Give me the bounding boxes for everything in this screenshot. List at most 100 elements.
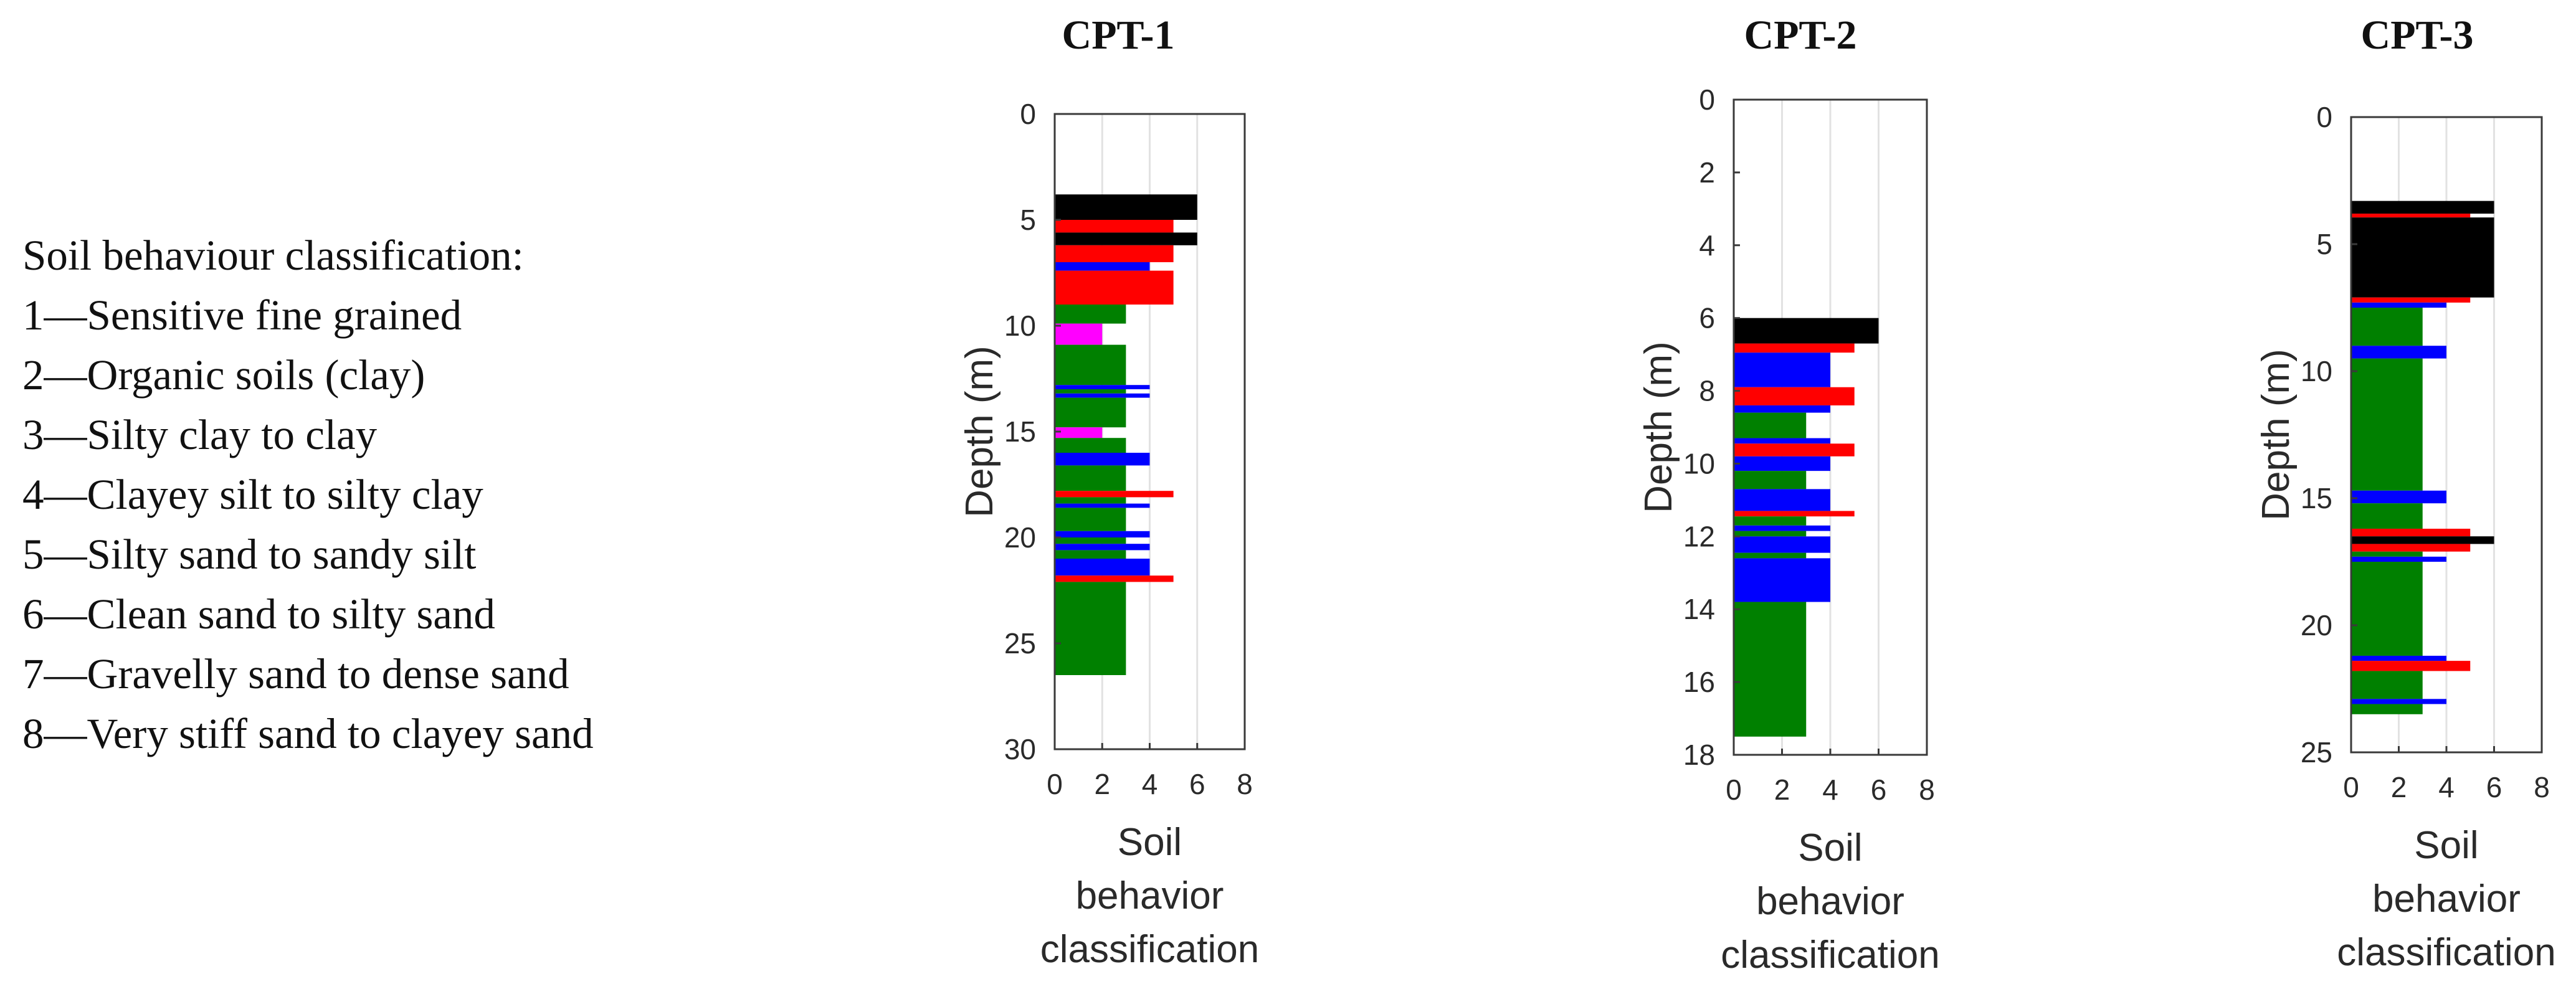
x-tick-label: 4 xyxy=(1142,768,1158,800)
depth-layer-bar xyxy=(1734,387,1855,405)
x-axis-label-line: Soil xyxy=(2414,824,2478,867)
depth-layer-bar xyxy=(1055,427,1103,438)
y-axis-label: Depth (m) xyxy=(958,346,1001,518)
depth-layer-bar xyxy=(1055,194,1197,220)
y-axis-label: Depth (m) xyxy=(1637,341,1680,513)
y-tick-label: 6 xyxy=(1699,302,1715,334)
y-tick-label: 10 xyxy=(1683,447,1715,480)
depth-layer-bar xyxy=(1055,559,1150,576)
x-tick-label: 8 xyxy=(1919,773,1935,806)
x-tick-label: 6 xyxy=(2486,771,2502,803)
x-tick-label: 0 xyxy=(1047,768,1063,800)
y-tick-label: 0 xyxy=(1020,98,1036,130)
depth-layer-bar xyxy=(1734,343,1855,353)
y-tick-label: 4 xyxy=(1699,229,1715,262)
x-tick-label: 6 xyxy=(1189,768,1205,800)
depth-layer-bar xyxy=(2351,302,2446,308)
x-tick-label: 2 xyxy=(1094,768,1110,800)
depth-layer-bar xyxy=(1055,491,1174,498)
depth-layer-bar xyxy=(2351,358,2423,491)
depth-layer-bar xyxy=(1055,397,1126,428)
depth-layer-bar xyxy=(1055,550,1126,559)
depth-layer-bar xyxy=(1734,531,1807,537)
x-tick-label: 0 xyxy=(1726,773,1742,806)
y-tick-label: 20 xyxy=(1004,521,1036,554)
chart-title: CPT-3 xyxy=(2361,12,2474,58)
depth-layer-bar xyxy=(1055,531,1150,537)
depth-layer-bar xyxy=(2351,562,2423,656)
depth-layer-bar xyxy=(1055,503,1150,508)
y-tick-label: 8 xyxy=(1699,375,1715,407)
depth-layer-bar xyxy=(1734,438,1830,444)
y-tick-label: 5 xyxy=(1020,204,1036,236)
depth-layer-bar xyxy=(2351,214,2471,218)
x-axis-label-line: classification xyxy=(1040,928,1259,971)
depth-layer-bar xyxy=(1055,575,1174,582)
x-axis-label-line: classification xyxy=(2337,931,2555,974)
y-tick-label: 16 xyxy=(1683,666,1715,698)
depth-layer-bar xyxy=(1734,412,1807,438)
depth-layer-bar xyxy=(2351,201,2494,214)
depth-layer-bar xyxy=(1055,389,1126,394)
y-tick-label: 20 xyxy=(2301,609,2332,641)
depth-layer-bar xyxy=(2351,699,2446,704)
depth-layer-bar xyxy=(1055,344,1126,386)
y-axis-label: Depth (m) xyxy=(2255,349,2298,521)
x-axis-label-line: classification xyxy=(1721,934,1939,977)
x-axis-label-line: behavior xyxy=(2372,878,2521,920)
depth-layer-bar xyxy=(1734,456,1830,471)
legend-item-2: 2—Organic soils (clay) xyxy=(22,351,425,399)
y-tick-label: 25 xyxy=(2301,736,2332,769)
y-tick-label: 0 xyxy=(1699,83,1715,116)
legend-item-6: 6—Clean sand to silty sand xyxy=(22,590,495,638)
depth-layer-bar xyxy=(1055,582,1126,675)
depth-layer-bar xyxy=(2351,704,2423,714)
depth-layer-bar xyxy=(1734,405,1830,413)
x-axis-label-line: behavior xyxy=(1076,874,1224,917)
depth-layer-bar xyxy=(1734,558,1830,602)
depth-layer-bar xyxy=(2351,671,2423,699)
depth-layer-bar xyxy=(2351,528,2471,537)
depth-layer-bar xyxy=(1734,552,1807,559)
depth-layer-bar xyxy=(1055,232,1197,245)
depth-layer-bar xyxy=(1734,471,1807,490)
depth-layer-bar xyxy=(1055,245,1174,262)
depth-layer-bar xyxy=(1055,497,1126,504)
y-tick-label: 15 xyxy=(2301,482,2332,514)
depth-layer-bar xyxy=(1055,385,1150,389)
depth-layer-bar xyxy=(1055,544,1150,551)
legend-item-7: 7—Gravelly sand to dense sand xyxy=(22,650,569,698)
x-tick-label: 2 xyxy=(2391,771,2407,803)
chart-title: CPT-1 xyxy=(1062,12,1175,58)
y-tick-label: 15 xyxy=(1004,415,1036,448)
y-tick-label: 18 xyxy=(1683,739,1715,771)
x-axis-label-line: behavior xyxy=(1756,880,1904,923)
x-axis-label-line: Soil xyxy=(1798,826,1862,869)
x-tick-label: 0 xyxy=(2343,771,2359,803)
y-tick-label: 25 xyxy=(1004,627,1036,660)
depth-layer-bar xyxy=(1055,453,1150,466)
x-tick-label: 4 xyxy=(1822,773,1838,806)
legend-item-4: 4—Clayey silt to silty clay xyxy=(22,471,483,518)
x-tick-label: 6 xyxy=(1871,773,1887,806)
depth-layer-bar xyxy=(2351,490,2446,504)
legend-item-3: 3—Silty clay to clay xyxy=(22,411,378,458)
legend-title: Soil behaviour classification: xyxy=(22,232,524,279)
y-tick-label: 10 xyxy=(1004,310,1036,342)
depth-layer-bar xyxy=(1055,262,1150,271)
depth-layer-bar xyxy=(1734,602,1807,737)
depth-layer-bar xyxy=(2351,308,2423,346)
depth-layer-bar xyxy=(1055,537,1126,544)
depth-layer-bar xyxy=(1734,536,1830,553)
legend-item-5: 5—Silty sand to sandy silt xyxy=(22,531,477,578)
depth-layer-bar xyxy=(2351,551,2423,557)
depth-layer-bar xyxy=(1055,220,1174,233)
depth-layer-bar xyxy=(1734,443,1855,457)
x-tick-label: 4 xyxy=(2438,771,2455,803)
y-tick-label: 10 xyxy=(2301,355,2332,387)
x-tick-label: 2 xyxy=(1774,773,1790,806)
